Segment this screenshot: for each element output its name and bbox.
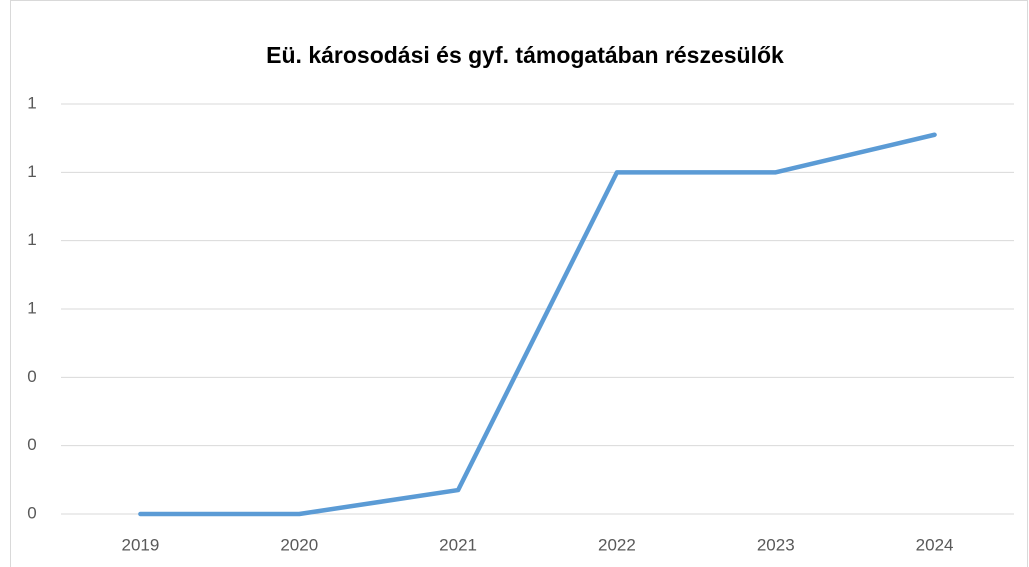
y-tick-label: 0 [27, 435, 36, 454]
x-tick-label: 2020 [280, 535, 318, 554]
x-tick-label: 2021 [439, 535, 477, 554]
y-tick-label: 0 [27, 367, 36, 386]
y-tick-label: 0 [27, 503, 36, 522]
chart-border [10, 0, 1028, 567]
x-tick-label: 2024 [916, 535, 954, 554]
y-tick-label: 1 [27, 93, 36, 112]
x-tick-label: 2022 [598, 535, 636, 554]
y-tick-label: 1 [27, 298, 36, 317]
x-tick-label: 2023 [757, 535, 795, 554]
chart-title: Eü. károsodási és gyf. támogatában része… [266, 42, 784, 68]
x-tick-label: 2019 [122, 535, 160, 554]
data-line [138, 132, 937, 517]
y-tick-label: 1 [27, 162, 36, 181]
y-tick-label: 1 [27, 230, 36, 249]
